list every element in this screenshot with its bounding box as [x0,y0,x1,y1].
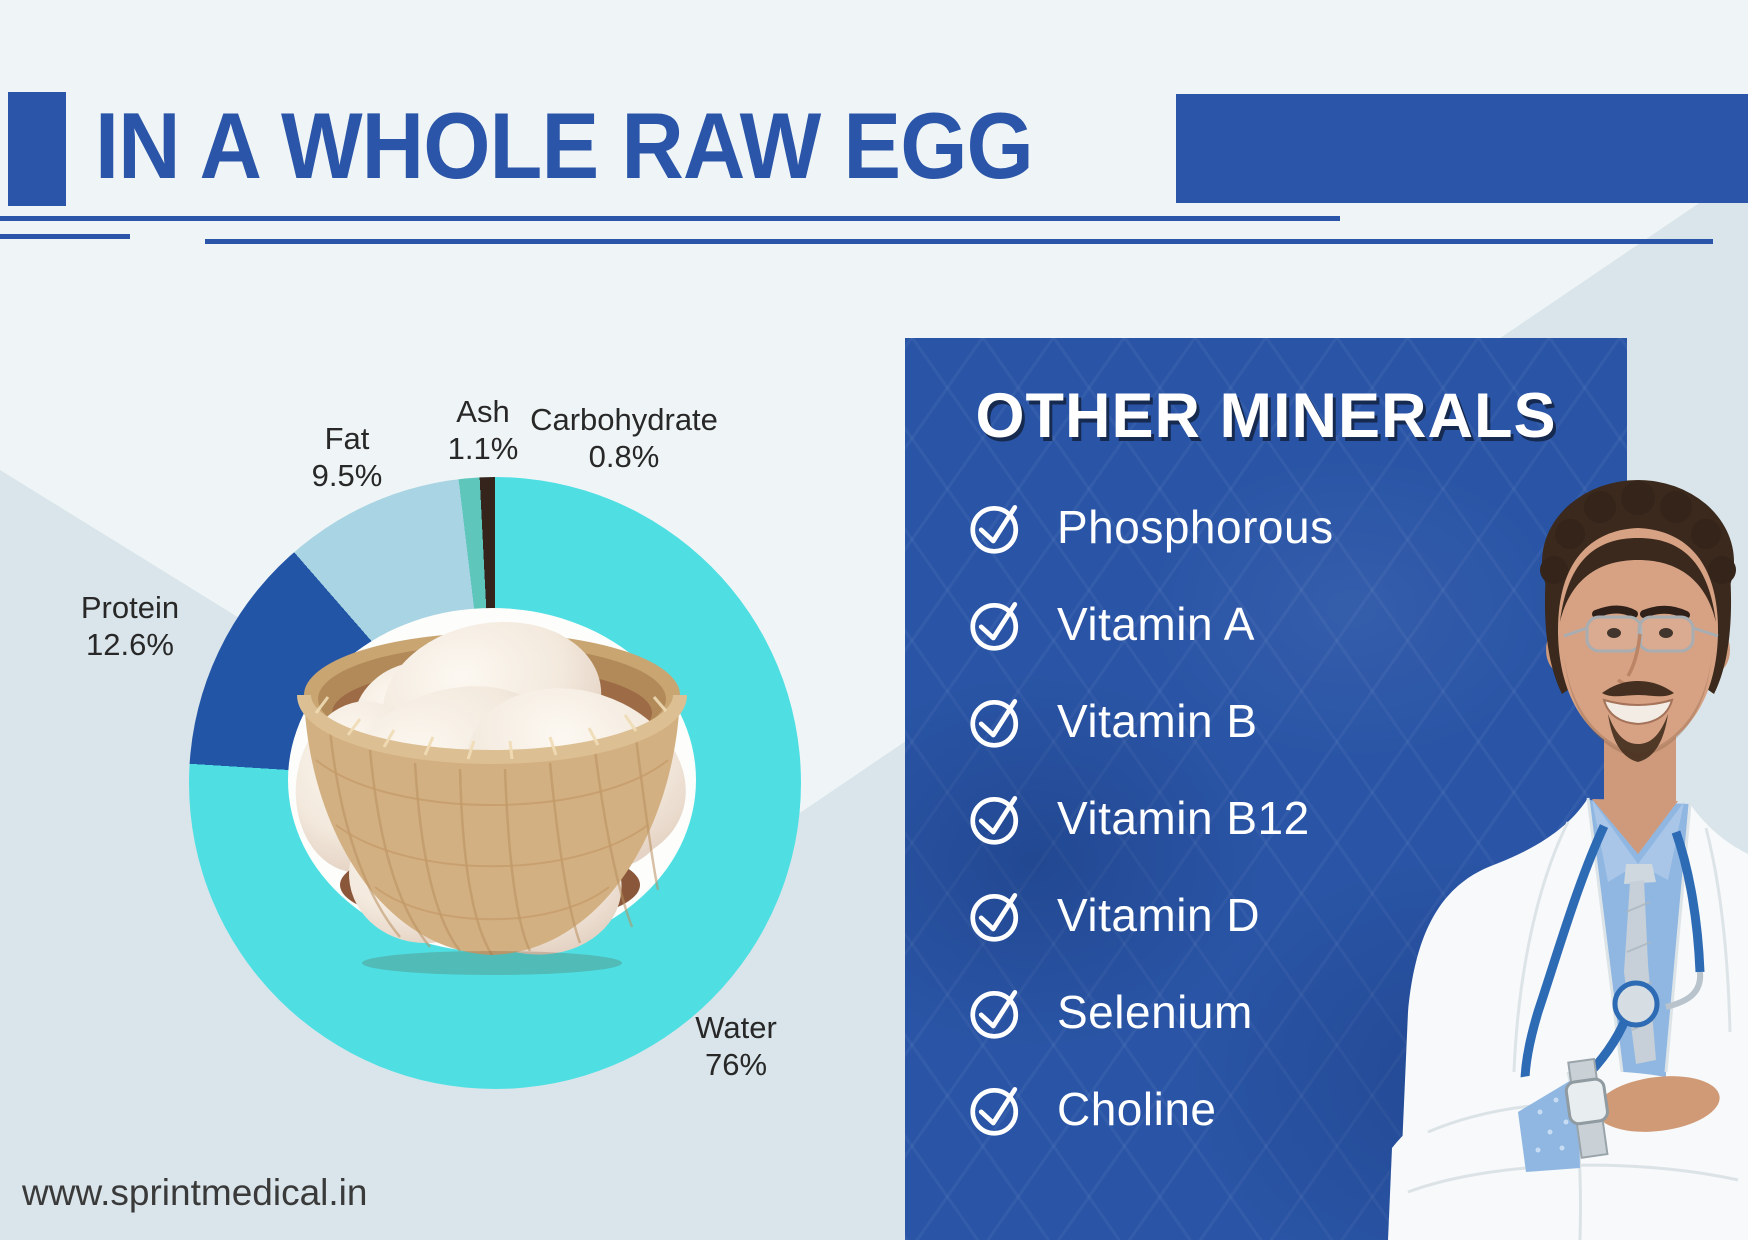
mineral-label: Phosphorous [1057,501,1334,553]
minerals-list: Phosphorous Vitamin A Vitamin B Vitamin … [969,498,1334,1138]
list-item: Vitamin A [969,595,1334,653]
circle-check-icon [970,796,1019,845]
mineral-label: Vitamin D [1057,889,1261,941]
circle-check-icon [970,1087,1019,1136]
title-underline-3 [205,239,1713,244]
mineral-label: Vitamin A [1057,598,1255,650]
list-item: Choline [969,1080,1334,1138]
circle-check-icon [970,602,1019,651]
mineral-label: Choline [1057,1083,1217,1135]
title-accent-block-right [1176,94,1748,203]
title-accent-bar-left [8,92,66,206]
list-item: Phosphorous [969,498,1334,556]
basket-of-eggs-image [288,608,696,975]
pie-label-carbohydrate: Carbohydrate 0.8% [530,402,718,474]
wrist-watch [1564,1057,1609,1159]
circle-check-icon [970,505,1019,554]
pie-label-protein: Protein 12.6% [80,590,180,662]
list-item: Vitamin B12 [969,789,1334,847]
list-item: Vitamin B [969,692,1334,750]
pie-label-ash: Ash 1.1% [447,394,519,466]
mineral-label: Vitamin B [1057,695,1258,747]
circle-check-icon [970,699,1019,748]
mineral-label: Vitamin B12 [1057,792,1310,844]
glasses [1563,615,1719,653]
circle-check-icon [970,893,1019,942]
website-url: www.sprintmedical.in [22,1172,368,1213]
page-title: IN A WHOLE RAW EGG [95,93,1034,198]
other-minerals-panel: OTHER MINERALS Phosphorous Vitamin A Vit… [905,338,1627,1240]
title-underline-2 [0,234,130,239]
list-item: Selenium [969,983,1334,1041]
mineral-label: Selenium [1057,986,1253,1038]
panel-heading: OTHER MINERALS [975,381,1557,451]
doctor-photo [1388,480,1748,1240]
pie-label-fat: Fat 9.5% [311,421,383,493]
pie-label-water: Water 76% [695,1010,777,1082]
list-item: Vitamin D [969,886,1334,944]
title-underline-1 [0,216,1340,221]
circle-check-icon [970,990,1019,1039]
